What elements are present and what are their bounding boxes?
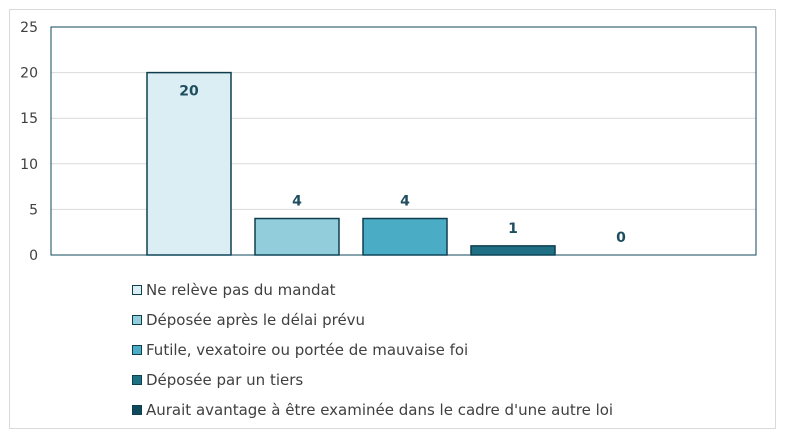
legend-label: Déposée après le délai prévu [146, 311, 366, 329]
y-tick-label: 20 [20, 66, 38, 82]
legend-item: Déposée après le délai prévu [132, 305, 613, 335]
bar [146, 71, 232, 256]
data-label: 4 [292, 194, 302, 210]
bar [362, 217, 448, 256]
legend-item: Futile, vexatoire ou portée de mauvaise … [132, 335, 613, 365]
legend-label: Ne relève pas du mandat [146, 281, 336, 299]
data-label: 20 [179, 84, 199, 100]
bars [146, 71, 556, 256]
legend-label: Futile, vexatoire ou portée de mauvaise … [146, 341, 469, 359]
legend-swatch [132, 345, 142, 355]
data-labels: 20 4 4 1 0 [179, 84, 626, 246]
data-label: 0 [616, 230, 626, 246]
legend-swatch [132, 405, 142, 415]
data-label: 4 [400, 194, 410, 210]
y-axis-ticks: 0 5 10 15 20 25 [20, 20, 38, 264]
data-label: 1 [508, 221, 518, 237]
y-tick-label: 15 [20, 111, 38, 127]
bar [470, 245, 556, 256]
plot-area-border [50, 26, 757, 256]
legend-label: Déposée par un tiers [146, 371, 304, 389]
y-tick-label: 25 [20, 20, 38, 36]
bar [254, 217, 340, 256]
legend-item: Ne relève pas du mandat [132, 275, 613, 305]
legend-swatch [132, 285, 142, 295]
legend-swatch [132, 315, 142, 325]
y-tick-label: 5 [29, 202, 38, 218]
legend-item: Déposée par un tiers [132, 365, 613, 395]
legend-swatch [132, 375, 142, 385]
y-tick-label: 10 [20, 157, 38, 173]
legend-label: Aurait avantage à être examinée dans le … [146, 401, 614, 419]
legend-item: Aurait avantage à être examinée dans le … [132, 395, 613, 425]
y-tick-label: 0 [29, 248, 38, 264]
legend: Ne relève pas du mandat Déposée après le … [132, 275, 613, 425]
